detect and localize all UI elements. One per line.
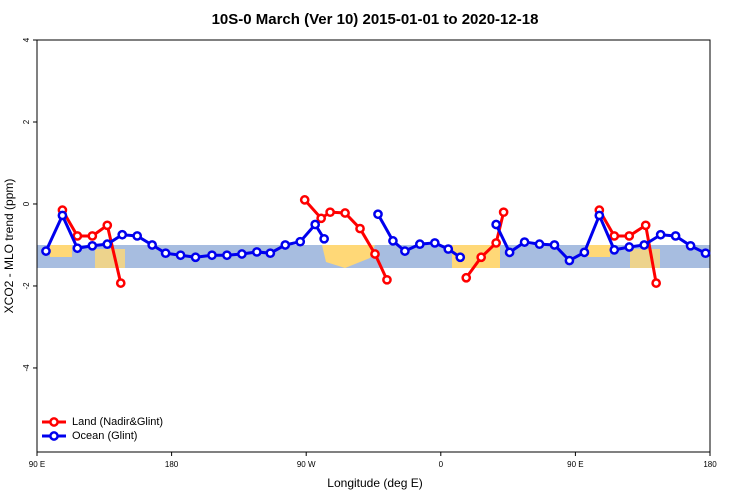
point (147, 240, 158, 250)
point (415, 239, 425, 250)
point (461, 272, 472, 283)
point (115, 278, 126, 288)
point (519, 237, 530, 247)
x-axis-label: Longitude (deg E) (327, 476, 422, 490)
point (491, 219, 501, 230)
chart-title: 10S-0 March (Ver 10) 2015-01-01 to 2020-… (212, 11, 539, 28)
point (57, 210, 68, 221)
point (87, 240, 98, 251)
point (609, 231, 620, 241)
point (594, 210, 605, 221)
point (251, 247, 262, 257)
point (504, 247, 515, 258)
point (340, 208, 350, 218)
point (455, 252, 466, 263)
point (132, 231, 143, 241)
point (316, 213, 327, 224)
point (400, 246, 410, 256)
legend-label: Land (Nadir&Glint) (72, 416, 163, 428)
point (237, 249, 247, 259)
point (295, 236, 306, 247)
point (160, 248, 171, 259)
point (265, 248, 276, 259)
point (175, 250, 186, 261)
point (325, 207, 335, 218)
point (117, 229, 128, 240)
point (388, 236, 398, 246)
x-tick-label: 90 E (29, 460, 45, 469)
plot-frame (36, 39, 711, 453)
point (639, 240, 650, 250)
point (319, 233, 329, 244)
point (72, 231, 83, 241)
point (72, 243, 83, 254)
y-tick-label: 4 (22, 37, 31, 42)
x-tick-label: 0 (439, 460, 444, 469)
point (429, 238, 440, 248)
point (579, 247, 590, 258)
point (685, 240, 696, 251)
y-tick-label: 2 (22, 119, 31, 124)
y-tick-label: -2 (22, 282, 31, 290)
point (355, 223, 365, 234)
legend-label: Ocean (Glint) (72, 430, 137, 442)
point (382, 274, 392, 285)
x-tick-label: 180 (703, 460, 717, 469)
point (498, 207, 509, 218)
point (564, 255, 575, 266)
point (222, 250, 232, 261)
x-tick-label: 90 W (297, 460, 316, 469)
point (190, 252, 201, 263)
point (624, 231, 635, 241)
point (102, 239, 113, 250)
point (299, 195, 310, 205)
y-tick-label: 0 (22, 201, 31, 206)
x-tick-label: 90 E (567, 460, 583, 469)
point (476, 252, 487, 263)
point (207, 250, 217, 261)
legend-marker (49, 417, 59, 427)
point (280, 240, 291, 250)
point (102, 220, 113, 231)
point (87, 231, 98, 241)
point (700, 248, 711, 259)
point (640, 220, 651, 231)
legend-marker (49, 431, 59, 441)
point (609, 245, 620, 255)
y-axis-label: XCO2 - MLO trend (ppm) (2, 179, 16, 314)
point (491, 238, 501, 248)
point (373, 209, 383, 220)
point (41, 246, 51, 256)
y-tick-label: -4 (22, 364, 31, 372)
point (624, 242, 635, 252)
point (443, 244, 454, 254)
point (670, 231, 681, 241)
point (534, 239, 545, 250)
point (370, 249, 380, 259)
point (655, 229, 666, 240)
point (651, 278, 662, 288)
x-tick-label: 180 (165, 460, 179, 469)
point (549, 240, 560, 250)
point (310, 219, 321, 230)
